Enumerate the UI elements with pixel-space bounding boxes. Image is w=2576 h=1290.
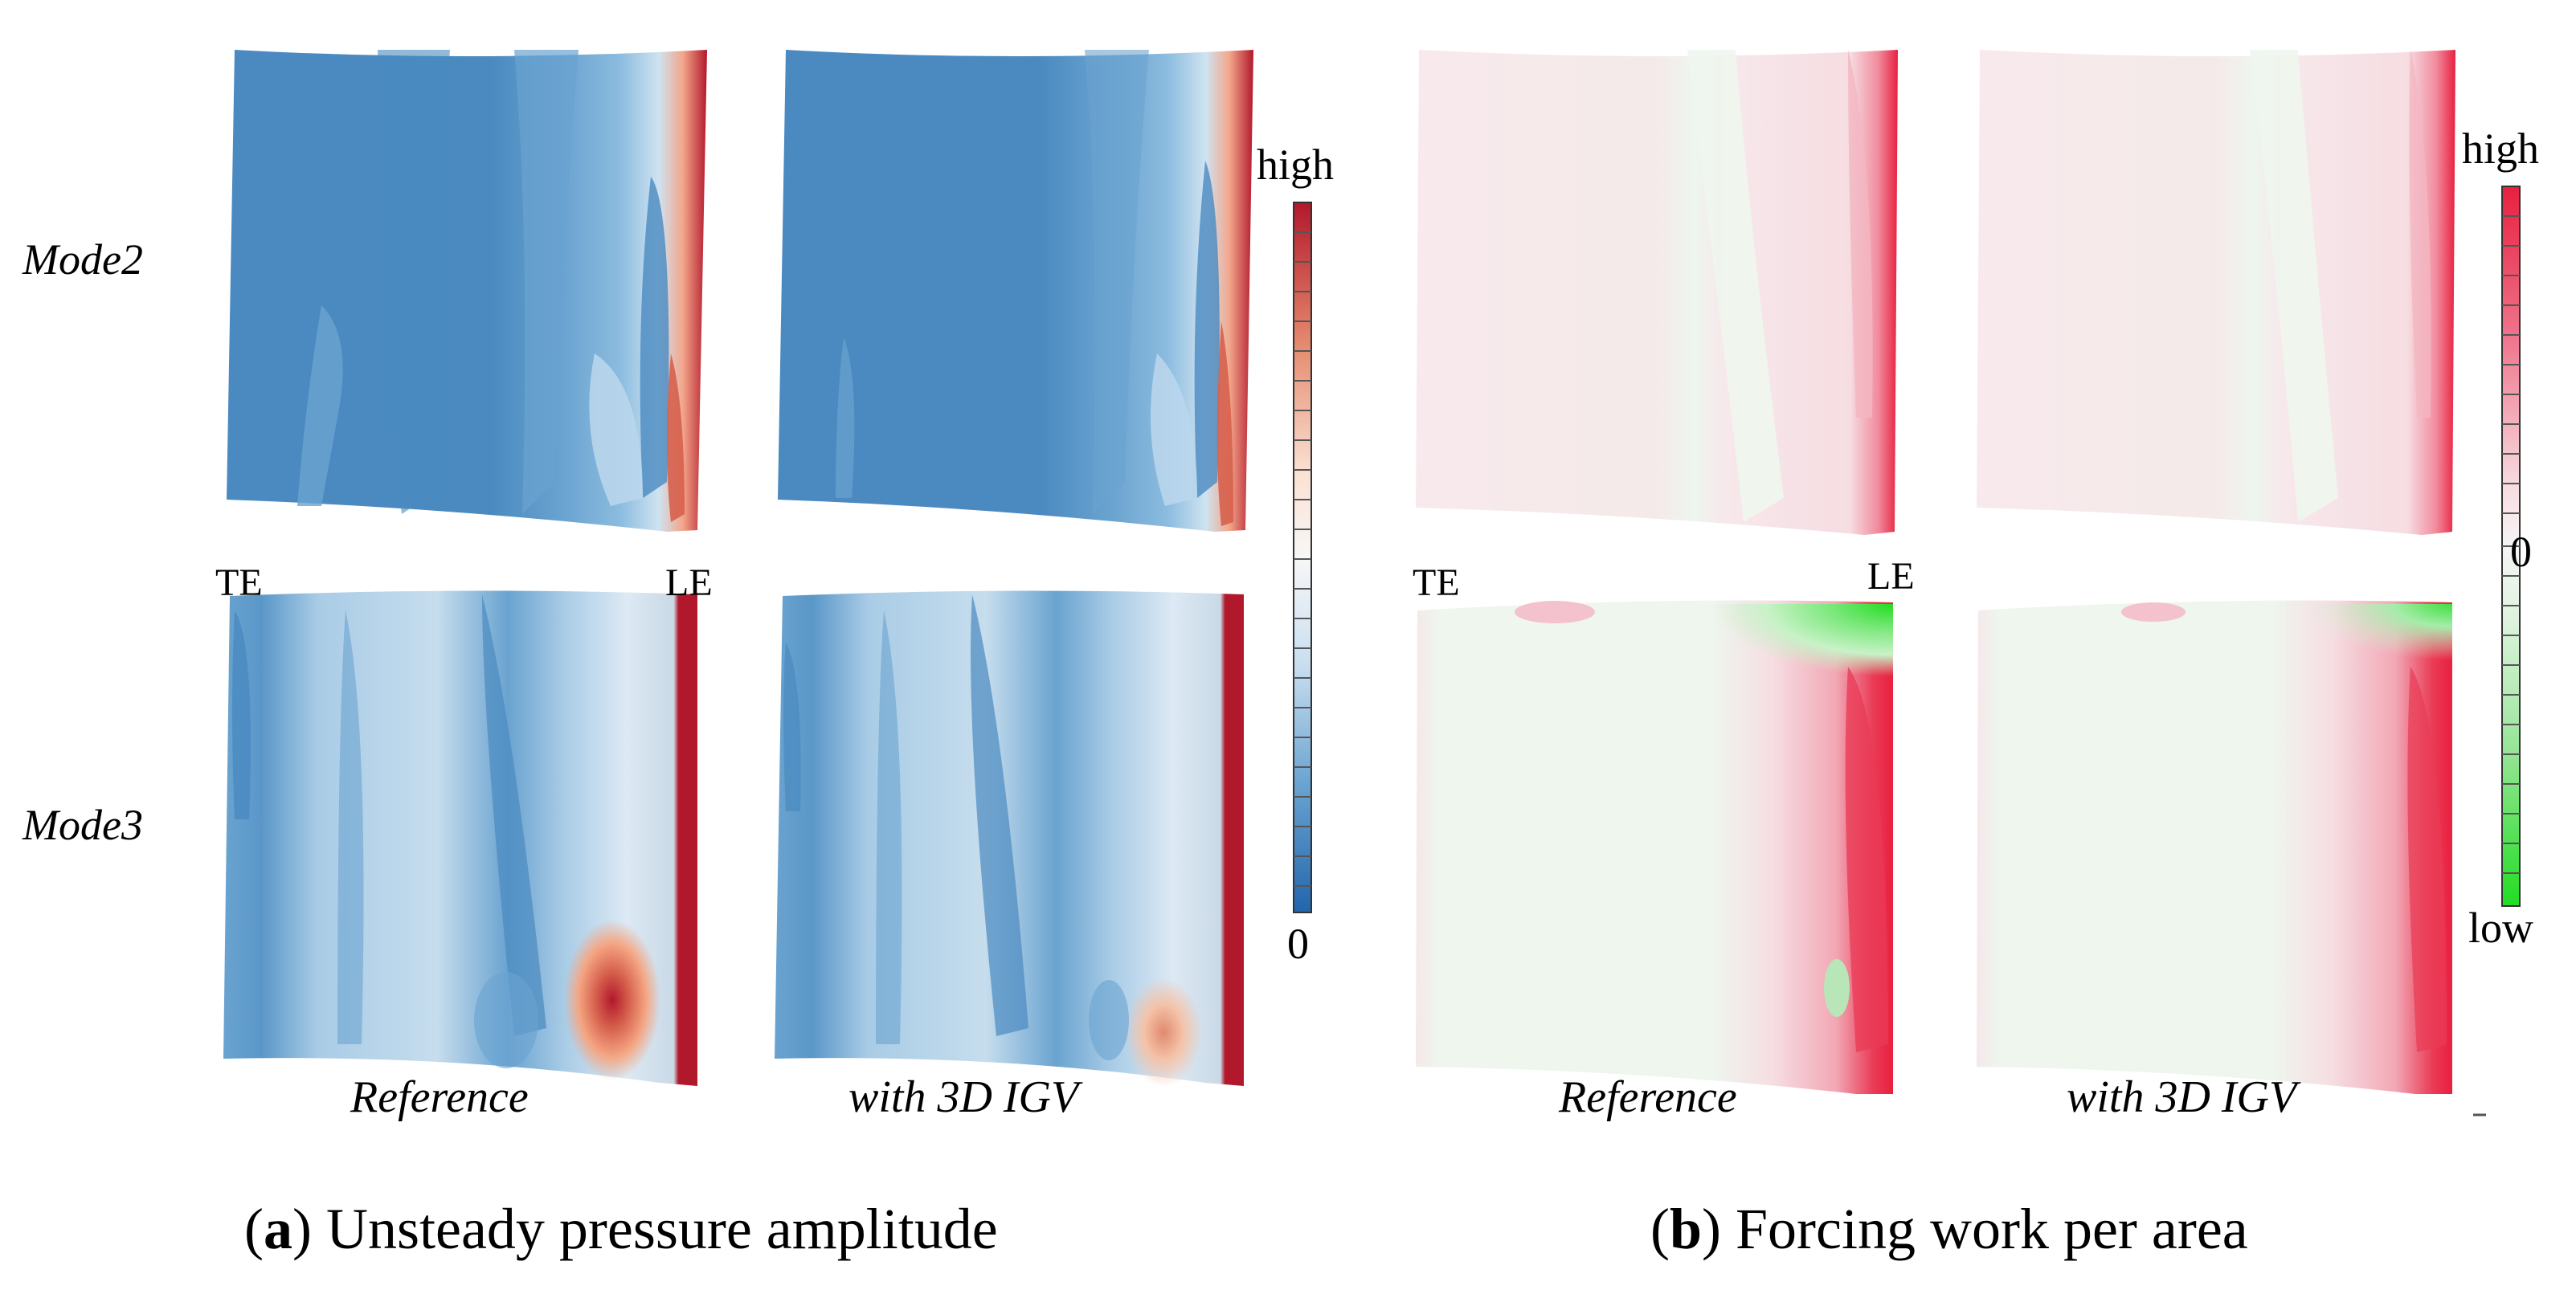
a-te-label: TE [215,561,263,604]
a-mode3-igv-contour [775,590,1244,1087]
b-caption: (b) Forcing work per area [1650,1197,2248,1261]
a-colorbar-high: high [1257,141,1335,189]
a-row-label-mode2: Mode2 [22,235,143,284]
b-colorbar-zero: 0 [2510,528,2532,576]
a-col-label-igv: with 3D IGV [848,1072,1079,1122]
b-colorbar [2473,186,2521,1117]
a-mode3-reference-contour [223,590,697,1086]
b-mode3-igv-contour [1977,600,2452,1094]
b-colorbar-low: low [2468,904,2533,952]
a-caption: (a) Unsteady pressure amplitude [244,1197,998,1261]
b-colorbar-high: high [2462,125,2540,173]
panel-a-plots [223,50,1312,1087]
b-te-label: TE [1413,561,1460,604]
a-colorbar-zero: 0 [1287,920,1309,968]
a-col-label-reference: Reference [350,1072,529,1122]
b-mode2-reference-contour [1416,50,1898,535]
b-mode2-igv-contour [1977,50,2455,535]
a-mode2-reference-contour [227,50,707,532]
panel-b-plots [1416,50,2521,1117]
a-mode2-igv-contour [778,50,1253,532]
b-col-label-igv: with 3D IGV [2067,1072,2297,1122]
b-caption-text: Forcing work per area [1736,1197,2248,1261]
a-colorbar [1293,202,1312,913]
b-col-label-reference: Reference [1559,1072,1737,1122]
a-caption-letter: a [263,1197,292,1261]
a-row-label-mode3: Mode3 [22,801,143,849]
b-le-label: LE [1867,555,1915,598]
a-le-label: LE [665,561,713,604]
b-mode3-reference-contour [1416,600,1893,1094]
a-caption-text: Unsteady pressure amplitude [325,1197,998,1261]
b-caption-letter: b [1669,1197,1703,1261]
